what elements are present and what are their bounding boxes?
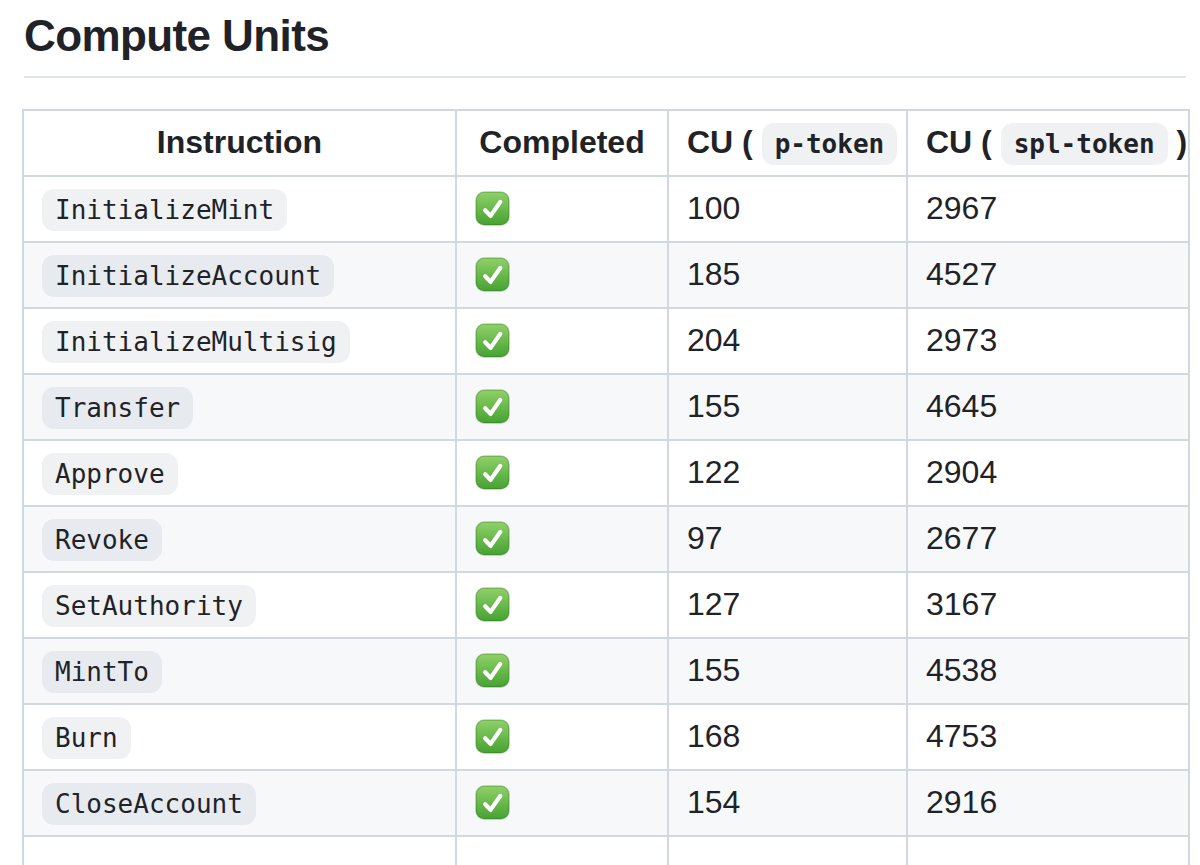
table-row: Revoke 97 2677: [23, 506, 1189, 572]
cu-p-token-value: 204: [668, 308, 907, 374]
spl-token-code-badge: spl-token: [1001, 123, 1168, 165]
table-row: InitializeMultisig 204 2973: [23, 308, 1189, 374]
instruction-cell: InitializeMint: [23, 176, 456, 242]
table-row: CloseAccount 154 2916: [23, 770, 1189, 836]
white-check-mark-icon: [475, 389, 510, 424]
table-row: InitializeAccount 185 4527: [23, 242, 1189, 308]
white-check-mark-icon: [475, 785, 510, 820]
completed-cell: [456, 638, 668, 704]
instruction-cell: InitializeAccount: [23, 242, 456, 308]
cu-p-token-value: 97: [668, 506, 907, 572]
instruction-cell: Approve: [23, 440, 456, 506]
instruction-code-badge: InitializeAccount: [42, 255, 334, 297]
cu-spl-token-value: 2916: [907, 770, 1189, 836]
instruction-cell: InitializeMultisig: [23, 308, 456, 374]
white-check-mark-icon: [475, 257, 510, 292]
document-content: Compute Units Instruction Completed CU (…: [0, 10, 1200, 865]
cu-p-token-value: 122: [668, 440, 907, 506]
cu-spl-prefix: CU (: [926, 124, 992, 160]
cu-spl-token-value: 2973: [907, 308, 1189, 374]
cu-p-token-value: 185: [668, 242, 907, 308]
white-check-mark-icon: [475, 521, 510, 556]
cu-spl-token-value: 4645: [907, 374, 1189, 440]
instruction-code-badge: CloseAccount: [42, 783, 256, 825]
column-header-instruction-label: Instruction: [157, 124, 322, 160]
instruction-code-badge: InitializeMultisig: [42, 321, 350, 363]
empty-cell: [23, 836, 456, 865]
table-row: Burn 168 4753: [23, 704, 1189, 770]
cu-p-prefix: CU (: [687, 124, 753, 160]
cu-spl-token-value: 2677: [907, 506, 1189, 572]
completed-cell: [456, 440, 668, 506]
white-check-mark-icon: [475, 323, 510, 358]
column-header-completed-label: Completed: [479, 124, 644, 160]
cu-spl-token-value: 3167: [907, 572, 1189, 638]
instruction-cell: MintTo: [23, 638, 456, 704]
instruction-cell: Transfer: [23, 374, 456, 440]
completed-cell: [456, 242, 668, 308]
table-row: Approve 122 2904: [23, 440, 1189, 506]
cu-spl-token-value: 4527: [907, 242, 1189, 308]
instruction-code-badge: SetAuthority: [42, 585, 256, 627]
white-check-mark-icon: [475, 587, 510, 622]
completed-cell: [456, 176, 668, 242]
cu-spl-token-value: 2967: [907, 176, 1189, 242]
white-check-mark-icon: [475, 191, 510, 226]
empty-cell: [668, 836, 907, 865]
table-row-partial: [23, 836, 1189, 865]
cu-spl-token-value: 2904: [907, 440, 1189, 506]
completed-cell: [456, 506, 668, 572]
compute-units-table: Instruction Completed CU ( p-token ) CU …: [22, 109, 1190, 865]
white-check-mark-icon: [475, 455, 510, 490]
instruction-cell: Revoke: [23, 506, 456, 572]
table-row: SetAuthority 127 3167: [23, 572, 1189, 638]
instruction-cell: Burn: [23, 704, 456, 770]
table-body: InitializeMint 100 2967 InitializeAccoun…: [23, 176, 1189, 865]
instruction-cell: SetAuthority: [23, 572, 456, 638]
cu-p-token-value: 155: [668, 638, 907, 704]
instruction-code-badge: MintTo: [42, 651, 162, 693]
column-header-instruction: Instruction: [23, 110, 456, 176]
instruction-code-badge: Transfer: [42, 387, 193, 429]
cu-p-token-value: 127: [668, 572, 907, 638]
empty-cell: [907, 836, 1189, 865]
cu-spl-token-value: 4753: [907, 704, 1189, 770]
white-check-mark-icon: [475, 719, 510, 754]
p-token-code-badge: p-token: [762, 123, 898, 165]
completed-cell: [456, 770, 668, 836]
cu-p-token-value: 168: [668, 704, 907, 770]
completed-cell: [456, 704, 668, 770]
instruction-cell: CloseAccount: [23, 770, 456, 836]
completed-cell: [456, 374, 668, 440]
instruction-code-badge: Burn: [42, 717, 131, 759]
cu-p-token-value: 100: [668, 176, 907, 242]
column-header-cu-spl-token: CU ( spl-token ): [907, 110, 1189, 176]
empty-cell: [456, 836, 668, 865]
cu-spl-token-value: 4538: [907, 638, 1189, 704]
table-row: Transfer 155 4645: [23, 374, 1189, 440]
page-title: Compute Units: [24, 10, 1186, 78]
cu-p-token-value: 155: [668, 374, 907, 440]
column-header-cu-p-token: CU ( p-token ): [668, 110, 907, 176]
completed-cell: [456, 572, 668, 638]
cu-p-token-value: 154: [668, 770, 907, 836]
column-header-completed: Completed: [456, 110, 668, 176]
white-check-mark-icon: [475, 653, 510, 688]
instruction-code-badge: InitializeMint: [42, 189, 287, 231]
completed-cell: [456, 308, 668, 374]
table-header-row: Instruction Completed CU ( p-token ) CU …: [23, 110, 1189, 176]
instruction-code-badge: Revoke: [42, 519, 162, 561]
table-row: MintTo 155 4538: [23, 638, 1189, 704]
instruction-code-badge: Approve: [42, 453, 178, 495]
table-row: InitializeMint 100 2967: [23, 176, 1189, 242]
cu-spl-suffix: ): [1176, 124, 1187, 160]
